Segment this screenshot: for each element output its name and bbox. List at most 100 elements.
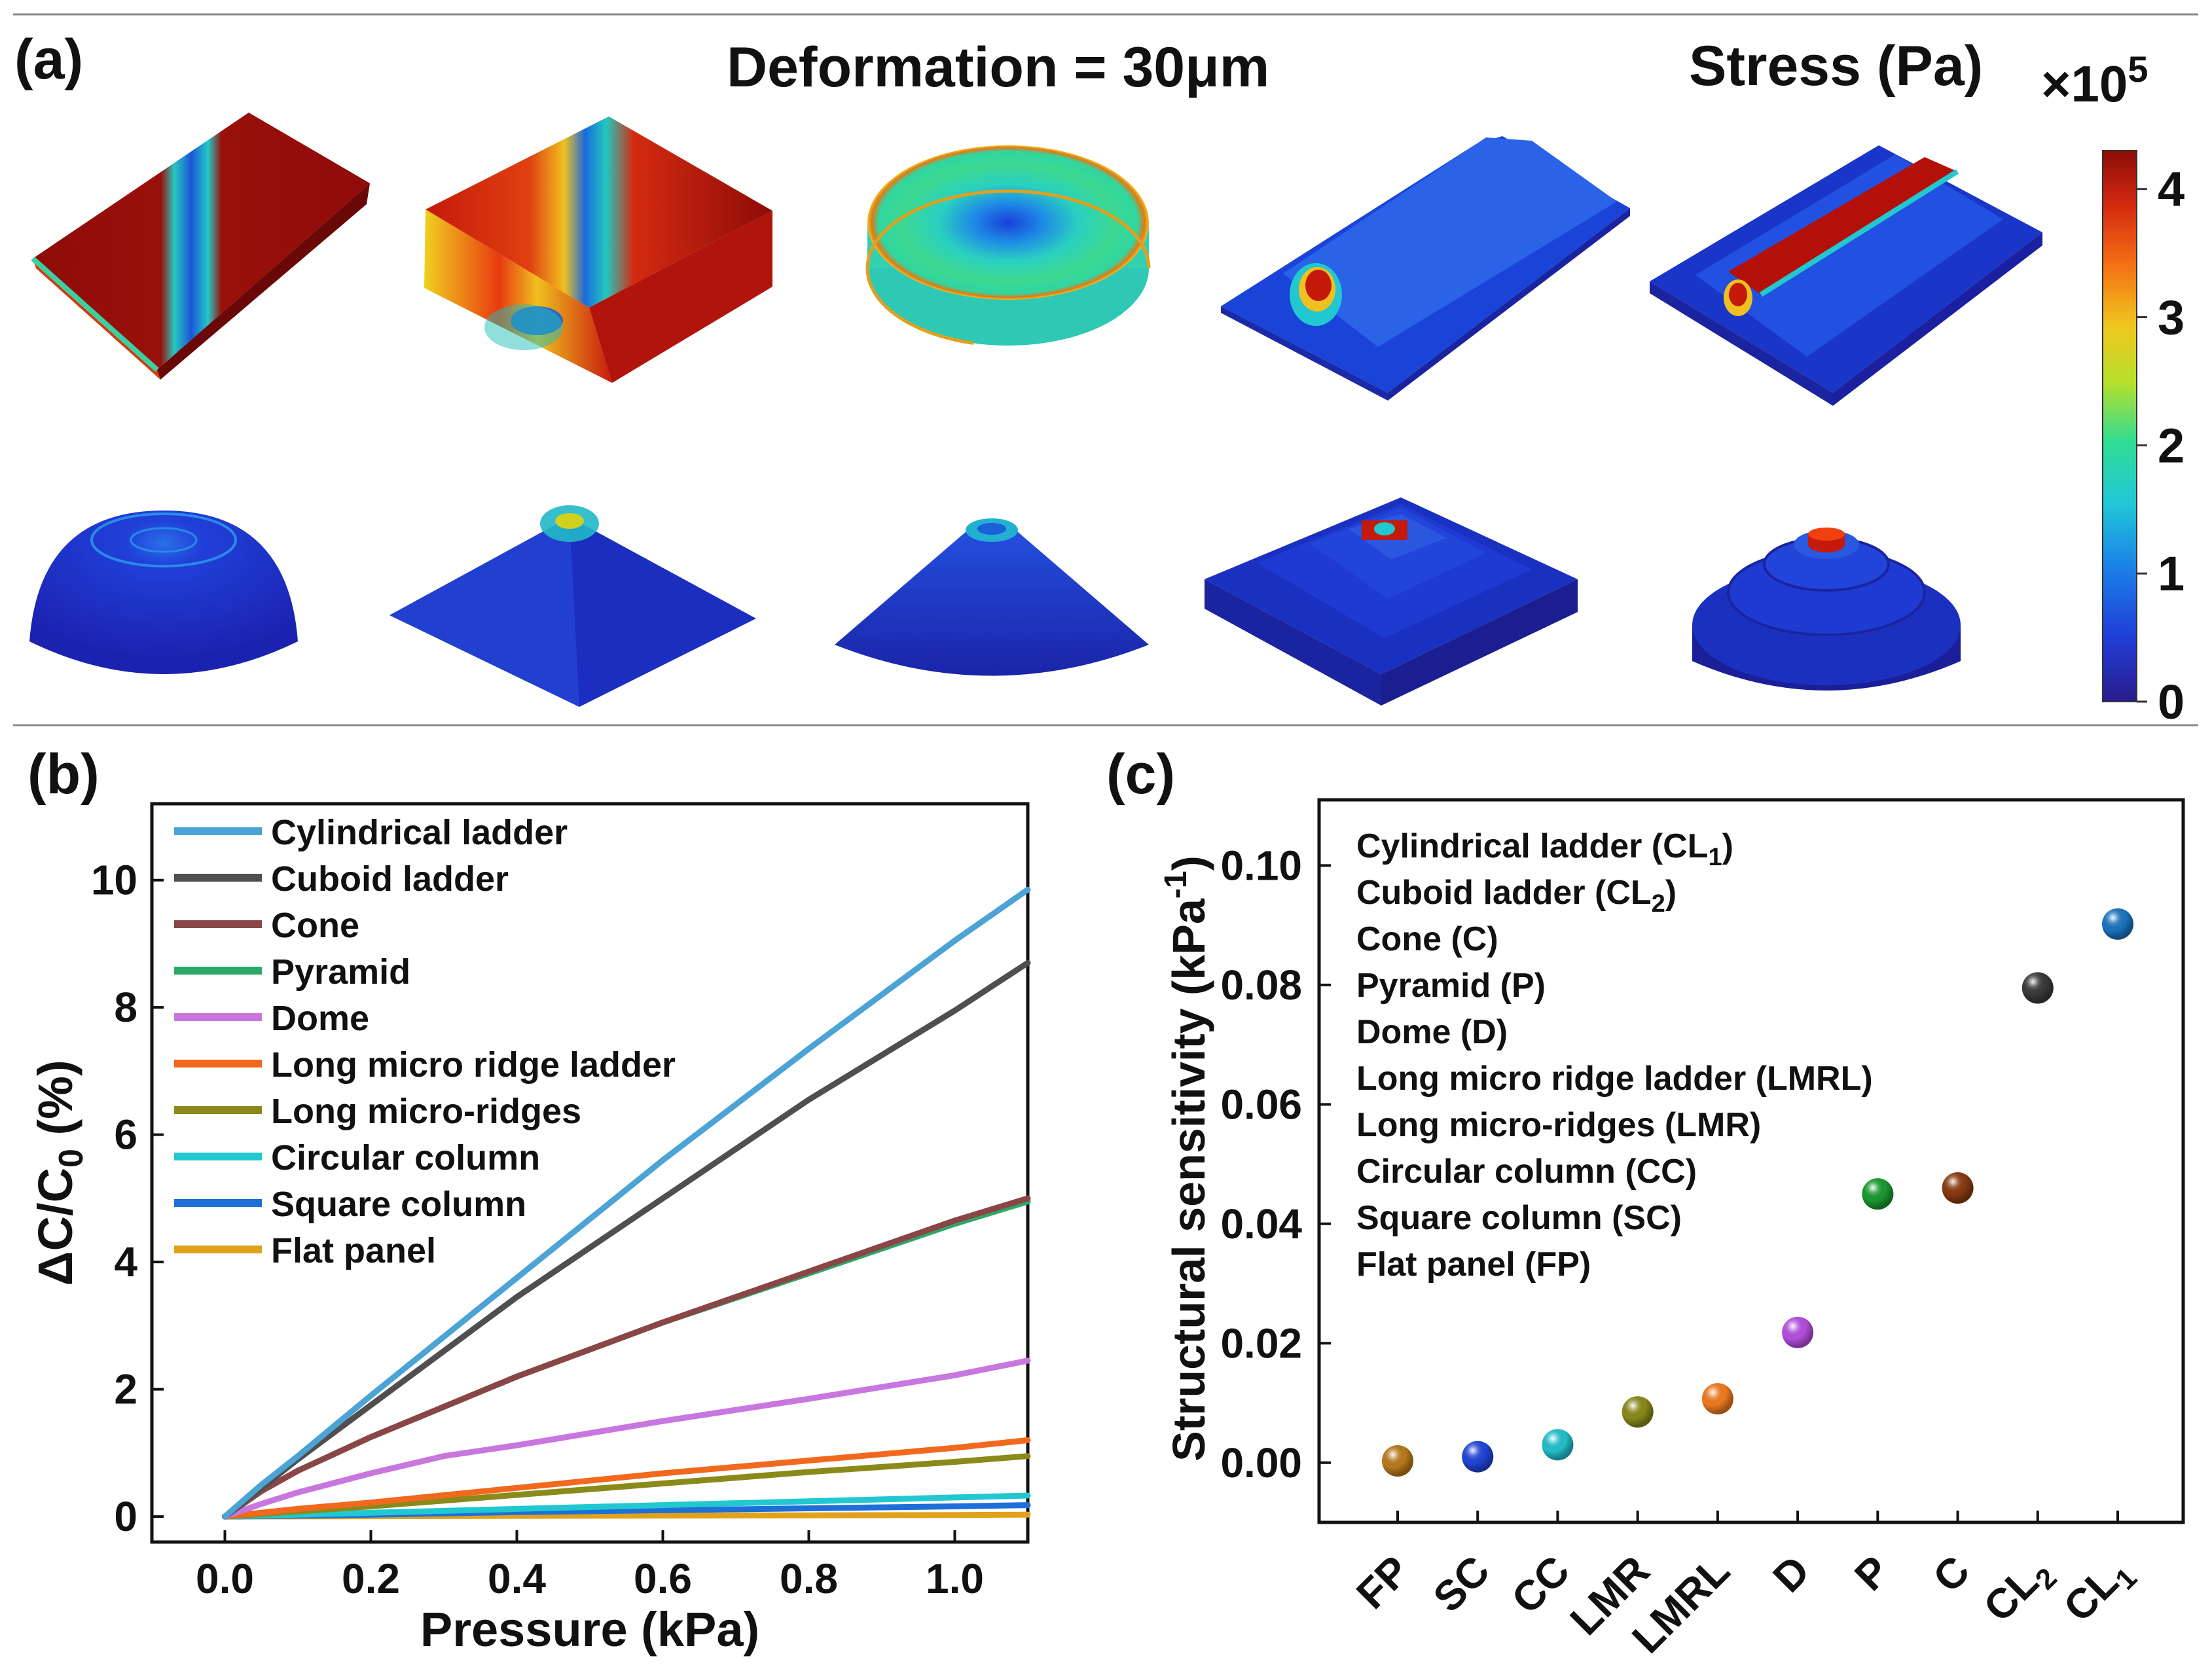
panel-b-label: (b) [27, 743, 100, 806]
panel-c-chart: (c) 0.00 0.02 0.04 0.06 0.08 0.10 Cylindrical… [1106, 743, 2185, 1662]
legend-entry: Square column (SC) [1356, 1199, 1682, 1237]
panel-b-legend: Cylindrical ladder Cuboid ladder Cone Pyram… [174, 813, 676, 1270]
point-shine [2022, 972, 2054, 1004]
shape-cone [835, 518, 1149, 676]
legend-entry-main: Long micro ridge ladder (LMRL) [1356, 1060, 1873, 1098]
panel-b-xtick-label: 0.8 [780, 1555, 838, 1602]
legend-entry-sub: 1 [1708, 844, 1722, 871]
panel-c-ylabel: Structural sensitivity (kPa-1) [1159, 855, 1214, 1462]
point-shine [1542, 1429, 1574, 1461]
point-shine [1622, 1396, 1654, 1428]
stress-multiplier-exponent: 5 [2128, 48, 2148, 90]
panel-b-chart: (b) 0.0 0.2 0.4 0.6 0.8 1.0 0 2 4 6 8 10 Cylindrica… [27, 743, 1031, 1657]
legend-entry: Pyramid (P) [1356, 967, 1546, 1005]
panel-b-xtick-label: 0.6 [634, 1555, 692, 1602]
stress-multiplier-base: ×10 [2041, 55, 2128, 113]
panel-b-ylabel-tail: (%) [28, 1060, 82, 1149]
category-label: D [1764, 1547, 1819, 1602]
legend-entry: Circular column (CC) [1356, 1153, 1697, 1191]
shape-pyramid [390, 505, 756, 707]
shape-cuboid-ladder [1205, 497, 1578, 706]
panel-b-ytick-label: 4 [114, 1238, 137, 1285]
legend-entry-main: Pyramid (P) [1356, 967, 1546, 1005]
panel-c-ytick-label: 0.10 [1220, 842, 1302, 889]
panel-c-ytick-label: 0.04 [1220, 1200, 1302, 1247]
series-line-dome [222, 1357, 1031, 1520]
panel-c-label: (c) [1106, 743, 1175, 806]
legend-label: Long micro-ridges [271, 1092, 581, 1131]
series-line-long-micro-ridge-ladder [222, 1437, 1031, 1520]
panel-c-ticks: 0.00 0.02 0.04 0.06 0.08 0.10 [1220, 842, 2119, 1522]
point-shine [1782, 1316, 1814, 1348]
legend-label: Long micro ridge ladder [271, 1045, 676, 1085]
legend-entry-main: Square column (SC) [1356, 1199, 1682, 1237]
panel-c-plot-frame [1317, 798, 2185, 1524]
panel-a-title: Deformation = 30μm [727, 36, 1269, 99]
panel-b-ytick-label: 2 [114, 1366, 137, 1413]
panel-b-ticks: 0.0 0.2 0.4 0.6 0.8 1.0 0 2 4 6 8 10 [91, 857, 984, 1602]
legend-entry-main: Cone (C) [1356, 920, 1498, 958]
legend-entry-main: Dome (D) [1356, 1013, 1508, 1051]
legend-label: Cylindrical ladder [271, 813, 568, 852]
legend-entry-sub: 2 [1652, 890, 1665, 918]
colorbar-tick-label: 3 [2158, 291, 2185, 345]
category-label: CL1 [2054, 1547, 2143, 1636]
colorbar-tick-label: 2 [2158, 418, 2185, 473]
category-label-main: D [1764, 1547, 1819, 1602]
point-shine [1462, 1441, 1494, 1473]
legend-entry-main: Long micro-ridges (LMR) [1356, 1106, 1761, 1144]
category-label: C [1924, 1547, 1979, 1602]
shape-long-micro-ridges [31, 113, 370, 380]
panel-c-ytick-label: 0.00 [1220, 1439, 1302, 1486]
panel-b-xtick-label: 0.2 [342, 1555, 400, 1602]
shape-circular-column [865, 145, 1151, 348]
panel-b-xtick-label: 0.0 [196, 1555, 254, 1602]
panel-c-ylabel-main: Structural sensitivity (kPa [1163, 898, 1214, 1462]
legend-entry: Long micro-ridges (LMR) [1356, 1106, 1761, 1144]
legend-entry-main: Flat panel (FP) [1356, 1246, 1591, 1283]
panel-b-ylabel: ΔC/C0 (%) [28, 1060, 90, 1285]
panel-b-series [222, 886, 1031, 1520]
panel-c-ylabel-tail: ) [1163, 855, 1214, 870]
series-line-cylindrical-ladder [222, 886, 1031, 1520]
legend-entry-tail: ) [1722, 827, 1733, 865]
legend-entry: Long micro ridge ladder (LMRL) [1356, 1060, 1873, 1098]
panel-c-ytick-label: 0.02 [1220, 1319, 1302, 1367]
panel-b-ytick-label: 6 [114, 1111, 137, 1158]
shape-long-micro-ridge-ladder [1650, 145, 2042, 406]
legend-label: Circular column [271, 1138, 540, 1177]
legend-entry: Cone (C) [1356, 920, 1498, 958]
panel-b-plot-frame [150, 802, 1030, 1544]
legend-entry-main: Circular column (CC) [1356, 1153, 1697, 1191]
panel-b-ytick-label: 10 [91, 857, 137, 904]
panel-a-simulation: (a) Deformation = 30μm Stress (Pa) ×105 … [13, 13, 2198, 727]
panel-b-ytick-label: 8 [114, 984, 137, 1031]
series-line-circular-column [222, 1492, 1031, 1520]
panel-b-ylabel-main: ΔC/C [28, 1168, 82, 1286]
shape-square-column [424, 117, 772, 383]
panel-b-ytick-label: 0 [114, 1493, 137, 1540]
colorbar-tick-label: 0 [2158, 675, 2185, 727]
shape-long-micro-ridge-ladder-single [1221, 136, 1630, 401]
legend-label: Cuboid ladder [271, 859, 509, 899]
legend-entry: Flat panel (FP) [1356, 1246, 1591, 1283]
panel-b-xtick-label: 1.0 [926, 1555, 984, 1602]
legend-entry: Cuboid ladder (CL2) [1356, 874, 1677, 918]
legend-label: Dome [271, 999, 369, 1038]
category-label-main: SC [1424, 1547, 1498, 1621]
panel-b-ylabel-sub: 0 [52, 1149, 90, 1168]
stress-colorbar [2102, 150, 2137, 702]
panel-c-ytick-label: 0.06 [1220, 1081, 1302, 1128]
category-label: CL2 [1974, 1547, 2063, 1636]
colorbar-tick-label: 1 [2158, 547, 2185, 601]
panel-c-ytick-label: 0.08 [1220, 961, 1302, 1009]
category-label-main: C [1924, 1547, 1979, 1602]
panel-c-legend: Cylindrical ladder (CL1)Cuboid ladder (C… [1356, 827, 1873, 1283]
category-label: FP [1347, 1547, 1419, 1618]
panel-a-label: (a) [14, 28, 83, 91]
legend-entry: Cylindrical ladder (CL1) [1356, 827, 1733, 871]
legend-label: Cone [271, 906, 359, 945]
shape-cylindrical-ladder [1692, 528, 1961, 691]
stress-label: Stress (Pa) [1689, 35, 1983, 98]
series-line-cone [222, 1195, 1031, 1520]
